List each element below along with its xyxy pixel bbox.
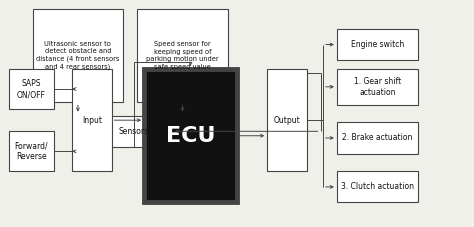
Text: 2. Brake actuation: 2. Brake actuation — [342, 133, 413, 143]
Text: Speed sensor for
keeping speed of
parking motion under
safe speed value: Speed sensor for keeping speed of parkin… — [146, 41, 219, 70]
Text: 1. Gear shift
actuation: 1. Gear shift actuation — [354, 77, 401, 97]
FancyBboxPatch shape — [337, 29, 418, 60]
FancyBboxPatch shape — [267, 69, 307, 171]
Text: Engine switch: Engine switch — [351, 40, 404, 49]
FancyBboxPatch shape — [144, 69, 237, 202]
FancyBboxPatch shape — [72, 69, 111, 171]
Text: SAPS
ON/OFF: SAPS ON/OFF — [17, 79, 46, 99]
FancyBboxPatch shape — [9, 131, 54, 171]
FancyBboxPatch shape — [33, 9, 123, 102]
FancyBboxPatch shape — [95, 116, 172, 147]
Text: 3. Clutch actuation: 3. Clutch actuation — [341, 183, 414, 191]
FancyBboxPatch shape — [337, 69, 418, 105]
Text: ECU: ECU — [166, 126, 215, 146]
Text: Sensors: Sensors — [118, 127, 149, 136]
FancyBboxPatch shape — [337, 171, 418, 202]
FancyBboxPatch shape — [9, 69, 54, 109]
Text: Input: Input — [82, 116, 102, 125]
Text: Forward/
Reverse: Forward/ Reverse — [15, 141, 48, 161]
FancyBboxPatch shape — [337, 122, 418, 153]
FancyBboxPatch shape — [137, 9, 228, 102]
Text: Ultrasonic sensor to
detect obstacle and
distance (4 front sensors
and 4 rear se: Ultrasonic sensor to detect obstacle and… — [36, 41, 119, 70]
Text: Output: Output — [273, 116, 301, 125]
